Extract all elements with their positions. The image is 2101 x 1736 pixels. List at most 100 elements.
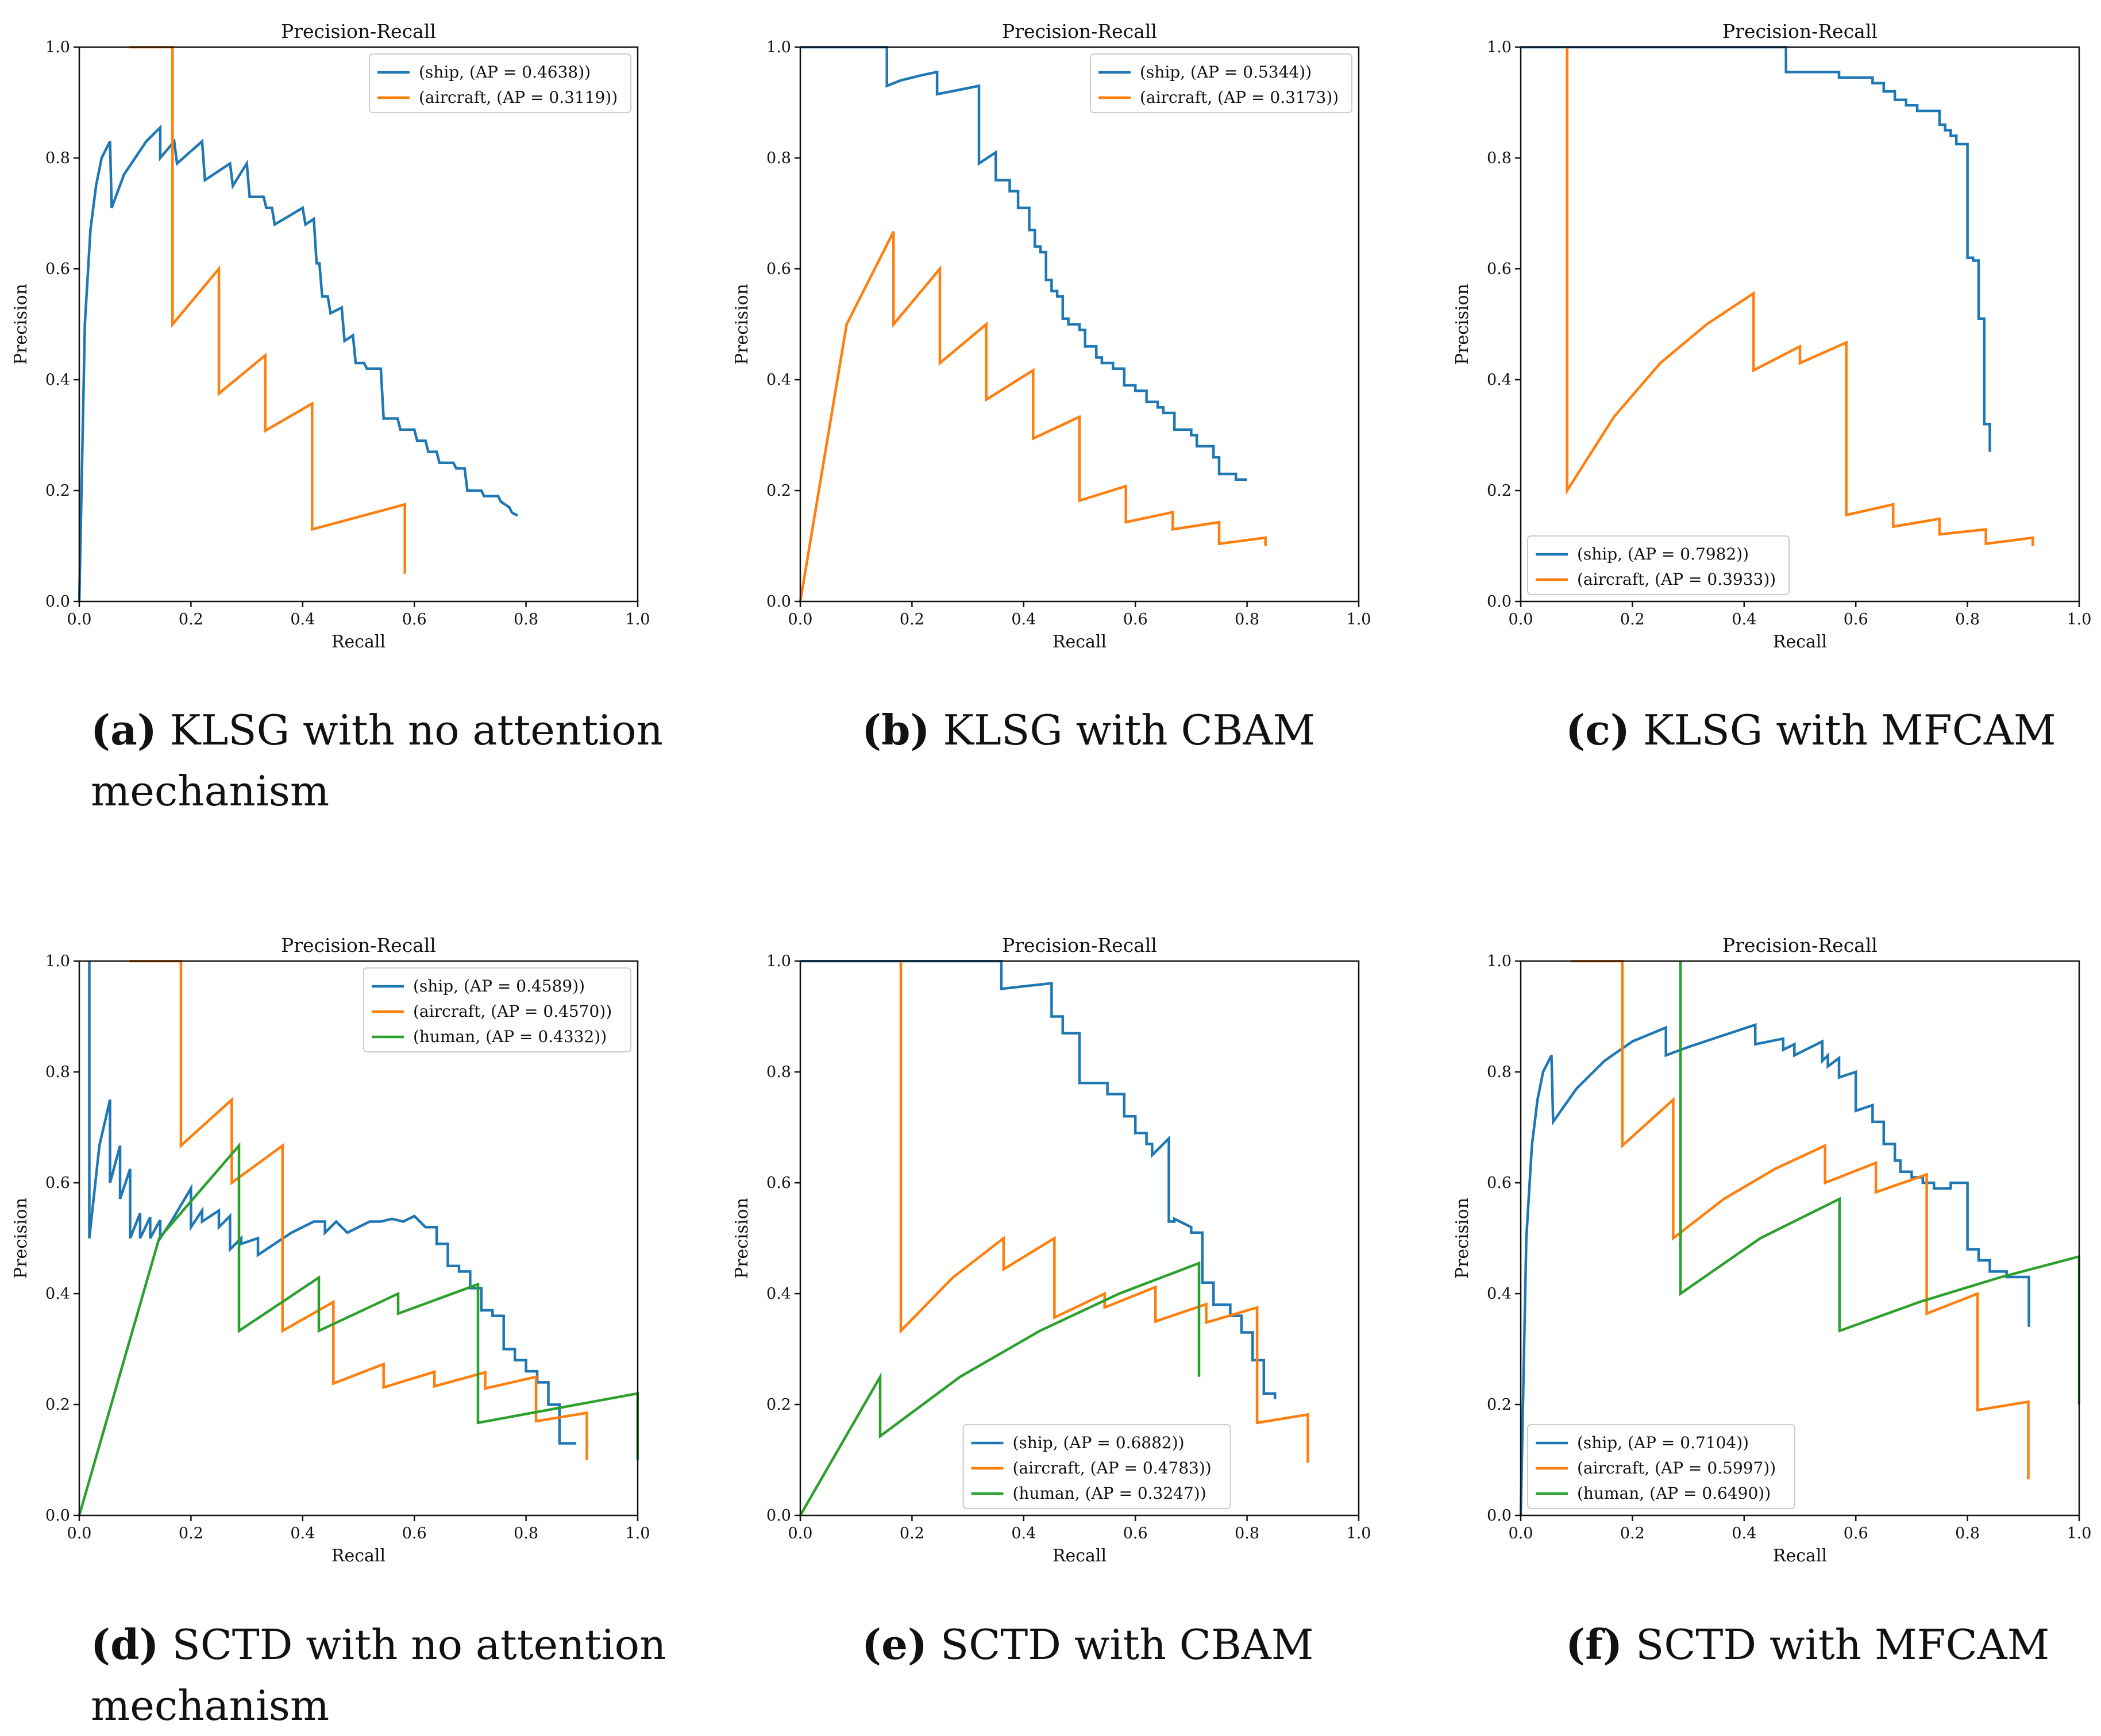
series-line-0 [800,46,1247,481]
legend-label: (ship, (AP = 0.5344)) [1140,63,1312,82]
y-tick-label: 0.4 [45,1285,70,1303]
y-tick-label: 0.6 [1487,1174,1512,1192]
y-axis-label: Precision [11,284,31,365]
chart-panel-f: Precision-Recall 0.0 0.2 0.4 0.6 0.8 1.0 0.0 0.2… [1452,934,2091,1566]
chart-title: Precision-Recall [1002,20,1157,43]
caption-text: KLSG with CBAM [930,706,1316,754]
legend-box [369,53,631,113]
chart-panel-a: Precision-Recall 0.0 0.2 0.4 0.6 0.8 1.0 0.0 0.2… [11,20,650,652]
y-tick-label: 0.8 [766,1063,791,1081]
chart-title: Precision-Recall [1722,20,1878,43]
axes-frame [78,960,639,1517]
x-tick-label: 0.2 [179,1525,203,1542]
series-line-0 [800,960,1277,1399]
x-tick-label: 0.2 [1620,611,1645,628]
legend-box [1527,1424,1795,1509]
chart-panel-e: Precision-Recall 0.0 0.2 0.4 0.6 0.8 1.0 0.0 0.2… [732,934,1371,1566]
y-tick-label: 0.4 [766,1285,791,1303]
legend-label: (human, (AP = 0.4332)) [413,1027,607,1046]
series-line-1 [1566,47,2034,546]
chart-panel-b: Precision-Recall 0.0 0.2 0.4 0.6 0.8 1.0 0.0 0.2… [732,20,1371,652]
legend-label: (human, (AP = 0.3247)) [1013,1484,1206,1503]
x-axis-label: Recall [1053,1546,1107,1566]
series-line-1 [799,231,1267,602]
series-group [78,46,518,602]
series-line-0 [1521,46,1991,452]
y-tick-label: 0.6 [45,1174,70,1192]
legend-box [962,1424,1231,1509]
legend-label: (aircraft, (AP = 0.4783)) [1013,1459,1212,1477]
caption-text: KLSG with no attention [156,706,663,754]
y-tick-label: 0.2 [45,482,70,500]
series-group [799,46,1267,602]
x-tick-label: 0.6 [1123,1525,1148,1542]
x-axis-label: Recall [1773,632,1827,652]
legend-box [1527,535,1790,595]
y-tick-label: 0.8 [45,1063,70,1081]
x-tick-label: 0.4 [290,611,315,628]
x-tick-label: 0.6 [402,611,427,628]
x-tick-label: 0.4 [1011,1525,1036,1542]
y-tick-label: 1.0 [45,952,70,970]
y-tick-label: 0.2 [766,1396,791,1414]
caption-text-line2: mechanism [91,767,330,815]
legend-box [1090,53,1352,113]
legend-label: (aircraft, (AP = 0.5997)) [1577,1459,1776,1477]
x-tick-label: 0.0 [1509,611,1533,628]
x-tick-label: 1.0 [626,1525,650,1542]
y-tick-label: 0.2 [1487,1396,1512,1414]
axes-frame [1520,46,2080,603]
chart-title: Precision-Recall [1722,934,1878,956]
series-line-1 [899,961,1309,1463]
x-tick-label: 0.6 [1123,611,1148,628]
legend-label: (ship, (AP = 0.4638)) [419,63,591,82]
y-tick-label: 1.0 [1487,38,1512,56]
caption-d: (d) SCTD with no attention mechanism [91,1614,666,1736]
legend: (ship, (AP = 0.7982)) (aircraft, (AP = 0.… [1527,535,1790,595]
caption-tag: (a) [91,705,157,754]
series-line-2 [799,1261,1201,1517]
x-axis-label: Recall [1773,1546,1827,1566]
x-tick-label: 0.4 [290,1525,315,1542]
y-tick-label: 0.6 [1487,260,1512,278]
x-tick-label: 0.0 [1509,1525,1533,1542]
x-tick-label: 0.0 [67,611,92,628]
x-tick-label: 1.0 [626,611,650,628]
x-tick-label: 0.8 [514,611,538,628]
y-tick-label: 0.8 [45,149,70,167]
legend-label: (aircraft, (AP = 0.3933)) [1577,570,1776,589]
y-axis-label: Precision [732,1198,752,1279]
series-line-2 [1679,961,2080,1405]
x-tick-label: 0.8 [1955,611,1980,628]
legend-label: (aircraft, (AP = 0.4570)) [413,1002,612,1021]
caption-b: (b) KLSG with CBAM [862,700,1315,761]
x-tick-label: 0.6 [1844,611,1868,628]
axes-frame [1520,960,2080,1517]
y-tick-label: 0.0 [766,1507,791,1525]
x-tick-label: 1.0 [2067,611,2092,628]
y-tick-label: 0.6 [766,260,791,278]
caption-text: SCTD with no attention [159,1621,666,1669]
chart-panel-d: Precision-Recall 0.0 0.2 0.4 0.6 0.8 1.0 0.0 0.2… [11,934,650,1566]
y-tick-label: 1.0 [45,38,70,56]
y-tick-label: 0.8 [1487,149,1512,167]
caption-text: KLSG with MFCAM [1629,706,2056,754]
y-tick-label: 0.4 [1487,1285,1512,1303]
legend: (ship, (AP = 0.4638)) (aircraft, (AP = 0.… [369,53,631,113]
caption-text: SCTD with CBAM [927,1621,1314,1669]
y-tick-label: 0.6 [45,260,70,278]
series-line-1 [129,960,588,1460]
x-axis-label: Recall [331,1546,385,1566]
y-tick-label: 0.0 [45,1507,70,1525]
legend: (ship, (AP = 0.6882)) (aircraft, (AP = 0.… [962,1424,1231,1509]
y-tick-label: 0.0 [45,593,70,611]
caption-tag: (b) [862,705,930,754]
x-tick-label: 1.0 [1347,611,1371,628]
y-tick-label: 1.0 [766,952,791,970]
y-tick-label: 0.4 [1487,371,1512,389]
y-tick-label: 0.0 [1487,1507,1512,1525]
legend: (ship, (AP = 0.7104)) (aircraft, (AP = 0.… [1527,1424,1795,1509]
series-line-0 [88,961,577,1445]
caption-tag: (d) [91,1620,159,1669]
y-tick-label: 0.0 [766,593,791,611]
